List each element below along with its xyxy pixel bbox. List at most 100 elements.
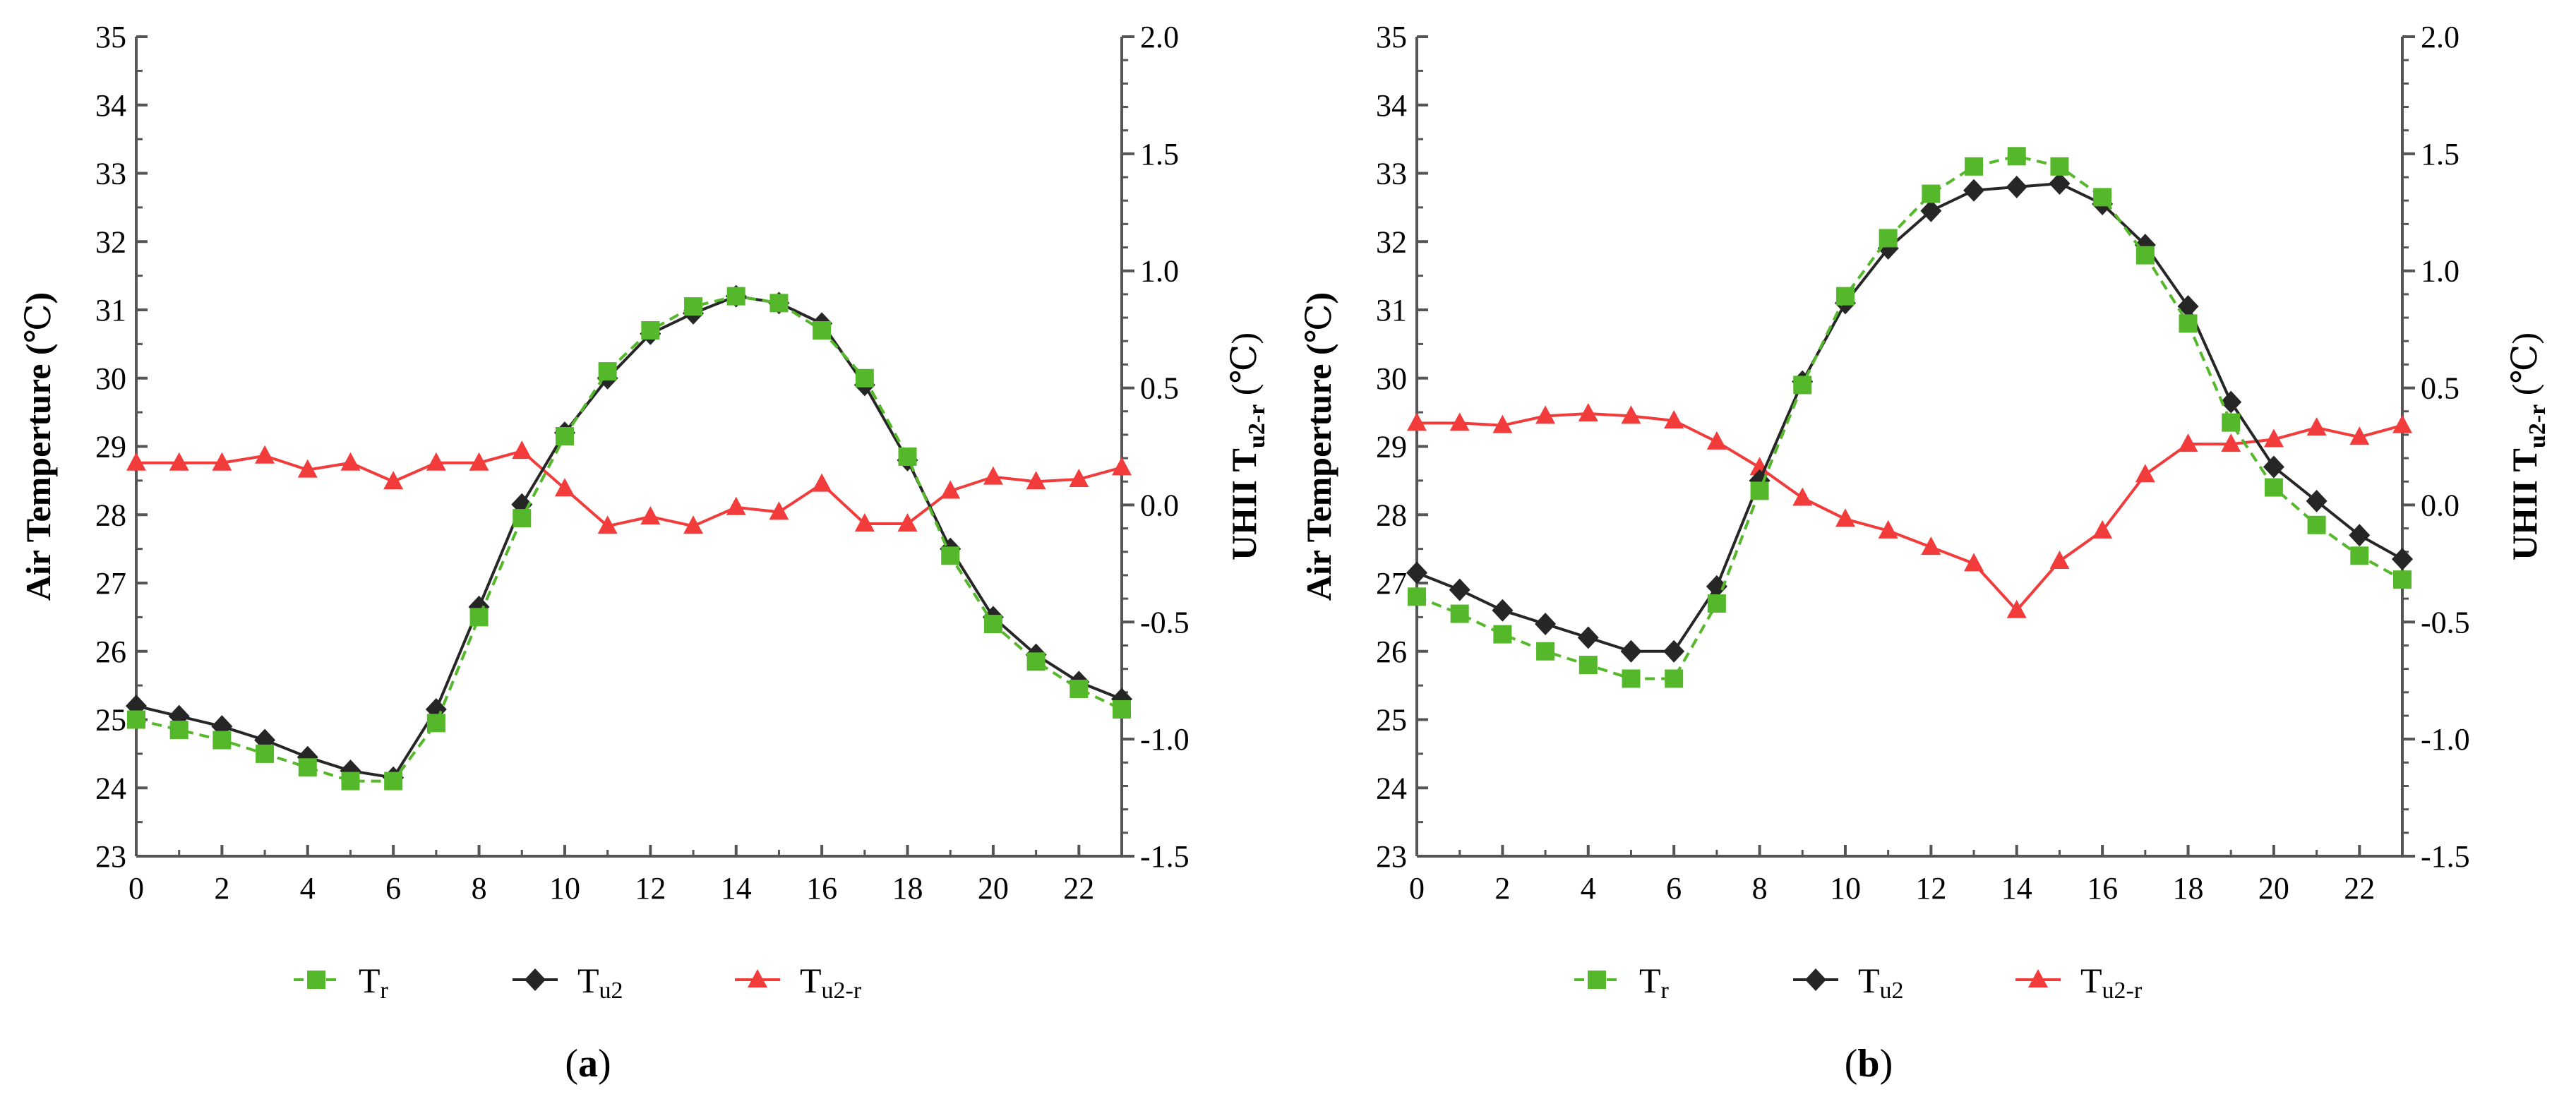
data-point (2179, 314, 2198, 333)
data-point (1707, 594, 1726, 613)
series-T-u2 (1406, 172, 2413, 663)
data-point (1449, 578, 1470, 601)
panel-label: (b) (1845, 1042, 1893, 1086)
data-point (2006, 175, 2027, 198)
x-tick-label: 20 (2258, 871, 2289, 906)
y-tick-label: 32 (1376, 224, 1407, 259)
data-point (512, 440, 532, 460)
x-tick-label: 14 (2001, 871, 2032, 906)
y2-tick-label: 2.0 (1140, 20, 1179, 54)
data-point (2263, 428, 2284, 448)
x-tick-label: 2 (1494, 871, 1510, 906)
data-point (298, 758, 317, 777)
data-point (940, 480, 961, 499)
data-point (1578, 403, 1598, 422)
data-point (726, 496, 746, 515)
data-point (1706, 431, 1727, 450)
data-point (554, 478, 575, 497)
data-point (340, 452, 361, 471)
data-point (2221, 433, 2241, 452)
data-point (555, 426, 574, 445)
legend-label: Tr (359, 961, 389, 1004)
data-point (1750, 481, 1769, 500)
data-point (1112, 457, 1132, 476)
y-tick-label: 34 (1376, 88, 1407, 123)
data-point (255, 445, 275, 464)
y2-tick-label: -1.5 (1140, 839, 1190, 874)
y2-tick-label: 1.5 (2421, 137, 2460, 172)
x-tick-label: 22 (1063, 871, 1094, 906)
data-point (2006, 599, 2027, 618)
data-point (1879, 229, 1898, 248)
data-point (1407, 412, 1427, 431)
data-point (1920, 199, 1942, 222)
data-point (1113, 699, 1131, 719)
data-point (1577, 626, 1599, 649)
x-tick-label: 12 (635, 871, 666, 906)
legend-label: Tu2 (577, 961, 623, 1004)
y-tick-label: 29 (95, 430, 126, 464)
y-tick-label: 29 (1376, 430, 1407, 464)
data-point (854, 512, 875, 532)
data-point (1792, 487, 1813, 506)
data-point (2263, 455, 2284, 479)
data-point (1535, 405, 1556, 424)
data-point (1663, 639, 1685, 663)
data-point (1922, 184, 1941, 203)
data-point (898, 448, 917, 467)
x-tick-label: 20 (978, 871, 1009, 906)
y-tick-label: 30 (95, 361, 126, 396)
data-point (169, 452, 189, 471)
data-point (1621, 405, 1641, 424)
y-tick-label: 26 (95, 635, 126, 669)
y-tick-label: 30 (1376, 361, 1407, 396)
data-point (2222, 413, 2241, 432)
data-point (1026, 471, 1046, 490)
y2-tick-label: -0.5 (1140, 605, 1190, 639)
y-tick-label: 32 (95, 224, 126, 259)
data-point (983, 615, 1002, 634)
data-point (2349, 524, 2371, 547)
panel-a: 23242526272829303132333435-1.5-1.0-0.50.… (18, 20, 1270, 1086)
data-point (2093, 188, 2112, 207)
series-line (1416, 181, 2403, 653)
data-point (2392, 548, 2413, 571)
y-tick-label: 28 (1376, 498, 1407, 532)
data-point (1878, 520, 1898, 539)
data-point (212, 452, 232, 471)
data-point (2306, 416, 2327, 436)
series-T-r (1408, 147, 2412, 688)
y-tick-label: 34 (95, 88, 126, 123)
data-point (726, 287, 745, 306)
x-tick-label: 2 (214, 871, 229, 906)
data-point (2135, 464, 2155, 483)
data-point (769, 501, 789, 520)
series-line (136, 294, 1122, 779)
x-tick-label: 16 (806, 871, 837, 906)
data-point (813, 321, 832, 340)
data-point (2178, 433, 2198, 452)
legend-label: Tu2 (1858, 961, 1904, 1004)
data-point (1835, 508, 1855, 527)
y2-axis-title: UHII Tu2-r (℃) (1224, 332, 1270, 560)
legend-entry: Tu2-r (735, 961, 862, 1004)
data-point (297, 459, 318, 478)
series-T-u2-r (1407, 403, 2412, 618)
y-tick-label: 27 (1376, 566, 1407, 601)
legend-marker (2028, 969, 2048, 987)
legend-marker (748, 969, 767, 987)
legend-label: Tu2-r (2080, 961, 2143, 1004)
y-tick-label: 31 (95, 293, 126, 328)
x-tick-label: 18 (892, 871, 923, 906)
y-tick-label: 23 (1376, 839, 1407, 874)
y-tick-label: 31 (1376, 293, 1407, 328)
y2-tick-label: -1.0 (2421, 722, 2470, 757)
y-axis-title: Air Temperture (℃) (1299, 292, 1338, 601)
series-line (136, 294, 1122, 783)
y-tick-label: 35 (95, 20, 126, 54)
series-line (1416, 155, 2403, 680)
data-point (1835, 287, 1855, 306)
data-point (2050, 157, 2069, 176)
data-point (1664, 410, 1684, 429)
data-point (983, 466, 1003, 485)
